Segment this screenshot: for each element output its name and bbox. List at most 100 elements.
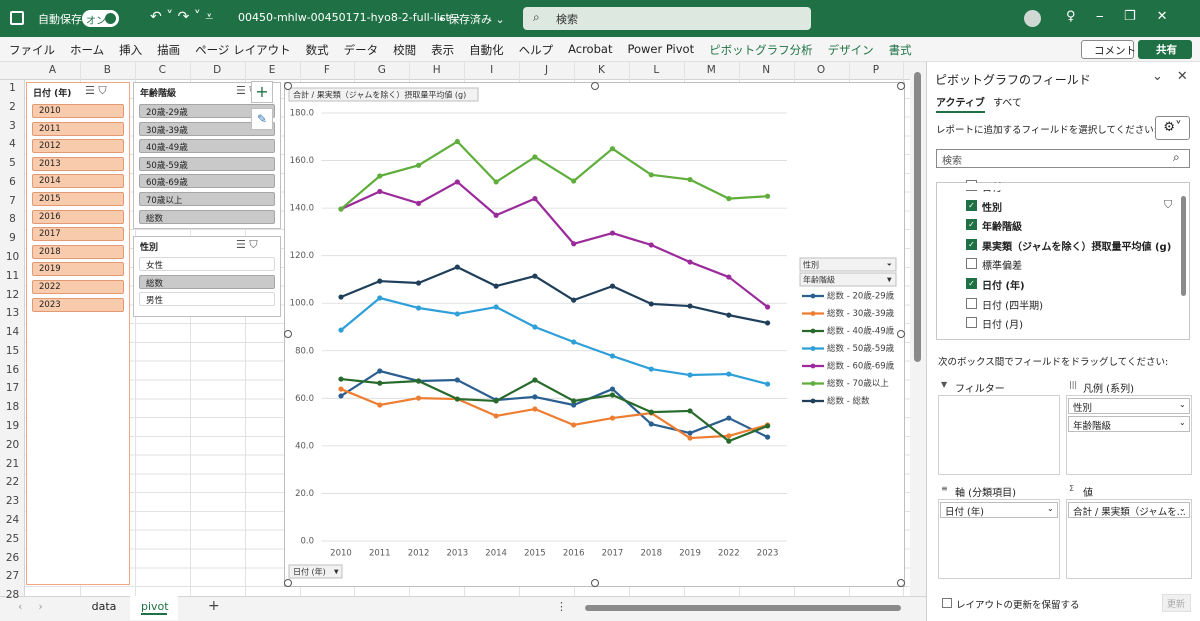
field-checkbox[interactable]: ✓ bbox=[966, 199, 977, 211]
data-point bbox=[687, 430, 693, 436]
add-sheet[interactable]: + bbox=[208, 598, 220, 614]
ribbon-tab[interactable]: 描画 bbox=[157, 43, 181, 57]
slicer-title: 年齢階級 bbox=[140, 89, 177, 99]
row-number: 20 bbox=[5, 438, 20, 451]
slicer-item[interactable]: 20歳-29歳 bbox=[139, 104, 275, 118]
data-point bbox=[415, 162, 422, 168]
field-checkbox[interactable]: ✓ bbox=[966, 278, 977, 289]
area-item[interactable]: 合計 / 果実類（ジャムを... ⌄ bbox=[1068, 502, 1190, 518]
y-tick-label: 120.0 bbox=[290, 251, 314, 261]
slicer-item[interactable]: 2010 bbox=[32, 104, 124, 118]
slicer-item[interactable]: 総数 bbox=[139, 274, 275, 289]
settings-button[interactable]: ⚙˅ bbox=[1155, 116, 1190, 140]
slicer-item[interactable]: 30歳-39歳 bbox=[139, 121, 275, 136]
slicer-item[interactable]: 2015 bbox=[32, 192, 124, 206]
update-button[interactable]: 更新 bbox=[1162, 594, 1191, 612]
slicer-item[interactable]: 男性 bbox=[139, 292, 275, 307]
area-box bbox=[938, 499, 1060, 579]
slicer-item[interactable]: 2012 bbox=[32, 139, 124, 154]
ribbon-tab[interactable]: ヘルプ bbox=[518, 43, 554, 57]
x-tick-label: 2019 bbox=[679, 549, 701, 559]
slicer-item-label: 50歳-59歳 bbox=[146, 160, 188, 171]
chart-elements-button[interactable]: + bbox=[251, 81, 273, 103]
slicer-item[interactable]: 2019 bbox=[32, 262, 124, 277]
data-point bbox=[532, 154, 538, 160]
row-number: 23 bbox=[5, 495, 20, 508]
field-label[interactable]: 日付 (年) bbox=[982, 281, 1025, 292]
pane-tab[interactable]: すべて bbox=[993, 98, 1022, 109]
field-label[interactable]: 日付 (月) bbox=[982, 320, 1023, 332]
sheet-tab[interactable]: data bbox=[80, 596, 128, 620]
ribbon-tab[interactable]: Acrobat bbox=[568, 42, 613, 56]
y-tick-label: 140.0 bbox=[290, 204, 314, 214]
defer-checkbox[interactable] bbox=[942, 598, 952, 608]
area-item[interactable]: 年齢階級 ⌄ bbox=[1068, 416, 1190, 432]
slicer-item[interactable]: 40歳-49歳 bbox=[139, 139, 275, 154]
save-status: • 保存済み ⌄ bbox=[438, 13, 505, 26]
pane-tab[interactable]: アクティブ bbox=[936, 94, 985, 113]
h-scroll-thumb[interactable] bbox=[585, 605, 901, 611]
slicer-item[interactable]: 2011 bbox=[32, 121, 124, 136]
slicer-item[interactable]: 2017 bbox=[32, 227, 124, 242]
field-checkbox[interactable] bbox=[966, 297, 977, 309]
slicer-item[interactable]: 2014 bbox=[32, 174, 124, 189]
slicer-item[interactable]: 2023 bbox=[32, 297, 124, 312]
field-checkbox[interactable]: ✓ bbox=[966, 238, 977, 250]
ribbon-tab[interactable]: 表示 bbox=[431, 43, 455, 57]
autosave-label: 自動保存 bbox=[38, 13, 82, 26]
data-point bbox=[338, 327, 344, 333]
field-search[interactable]: 検索 ⌕ bbox=[936, 149, 1190, 168]
column-letter: J bbox=[544, 64, 549, 76]
scroll-thumb[interactable] bbox=[914, 72, 921, 362]
autosave-toggle[interactable]: オン bbox=[82, 10, 119, 27]
ribbon-tab[interactable]: 書式 bbox=[888, 43, 912, 57]
slicer-item[interactable]: 2022 bbox=[32, 280, 124, 294]
slicer-item[interactable]: 総数 bbox=[139, 209, 275, 224]
ribbon-tab[interactable]: ファイル bbox=[9, 43, 55, 57]
slicer-item[interactable]: 2018 bbox=[32, 244, 124, 259]
sheet-tab[interactable]: pivot bbox=[130, 596, 178, 620]
area-item[interactable]: 日付 (年) ⌄ bbox=[940, 502, 1058, 518]
dropdown-arrow: ⌄ bbox=[1179, 400, 1186, 409]
slicer-item[interactable]: 60歳-69歳 bbox=[139, 174, 275, 189]
ribbon-tab[interactable]: 数式 bbox=[305, 43, 329, 57]
share-button[interactable]: 共有 bbox=[1138, 40, 1192, 59]
comment-button[interactable]: コメント bbox=[1081, 40, 1136, 59]
slicer-item[interactable]: 50歳-59歳 bbox=[139, 156, 275, 171]
field-label[interactable]: 年齢階級 bbox=[982, 222, 1022, 234]
account-icon[interactable] bbox=[1024, 10, 1041, 27]
dropdown-arrow: ⌄ bbox=[1179, 504, 1186, 513]
field-checkbox[interactable] bbox=[966, 317, 977, 329]
ribbon-tab[interactable]: 挿入 bbox=[119, 43, 143, 57]
ribbon-tab[interactable]: デザイン bbox=[827, 43, 874, 57]
data-point bbox=[726, 274, 732, 280]
ribbon-tab[interactable]: ホーム bbox=[70, 43, 105, 57]
slicer-item[interactable]: 70歳以上 bbox=[139, 192, 275, 206]
slicer-item[interactable]: 2016 bbox=[32, 209, 124, 224]
field-checkbox[interactable] bbox=[966, 258, 977, 270]
field-label[interactable]: 標準偏差 bbox=[982, 261, 1022, 273]
row-number: 13 bbox=[5, 307, 20, 320]
field-label[interactable]: 性別 bbox=[982, 202, 1002, 214]
area-item[interactable]: 性別 ⌄ bbox=[1068, 398, 1190, 414]
field-label[interactable]: 果実類（ジャムを除く）摂取量平均値 (g) bbox=[982, 241, 1172, 253]
field-label[interactable]: 日付 (四半期) bbox=[982, 300, 1043, 312]
slicer-item[interactable]: 女性 bbox=[139, 257, 275, 271]
ribbon-tab[interactable]: Power Pivot bbox=[627, 42, 695, 56]
column-letter: I bbox=[490, 64, 494, 76]
x-tick-label: 2016 bbox=[563, 549, 585, 559]
field-checkbox[interactable]: ✓ bbox=[966, 219, 977, 231]
legend-marker bbox=[810, 381, 816, 386]
vertical-scrollbar[interactable] bbox=[910, 62, 926, 596]
search-box[interactable]: ⌕ 検索 bbox=[523, 7, 811, 30]
ribbon-tab[interactable]: 校閲 bbox=[393, 43, 417, 57]
chart-style-button[interactable]: ✎ bbox=[251, 108, 273, 130]
column-header bbox=[0, 62, 910, 80]
slicer-item[interactable]: 2013 bbox=[32, 156, 124, 171]
ribbon-tab[interactable]: ピボットグラフ分析 bbox=[709, 43, 813, 57]
ribbon-tab[interactable]: データ bbox=[343, 43, 379, 57]
data-point bbox=[493, 413, 499, 419]
ribbon-tab[interactable]: 自動化 bbox=[469, 43, 504, 57]
ribbon-tab[interactable]: ページ レイアウト bbox=[195, 43, 291, 57]
x-tick-label: 2011 bbox=[369, 549, 391, 559]
